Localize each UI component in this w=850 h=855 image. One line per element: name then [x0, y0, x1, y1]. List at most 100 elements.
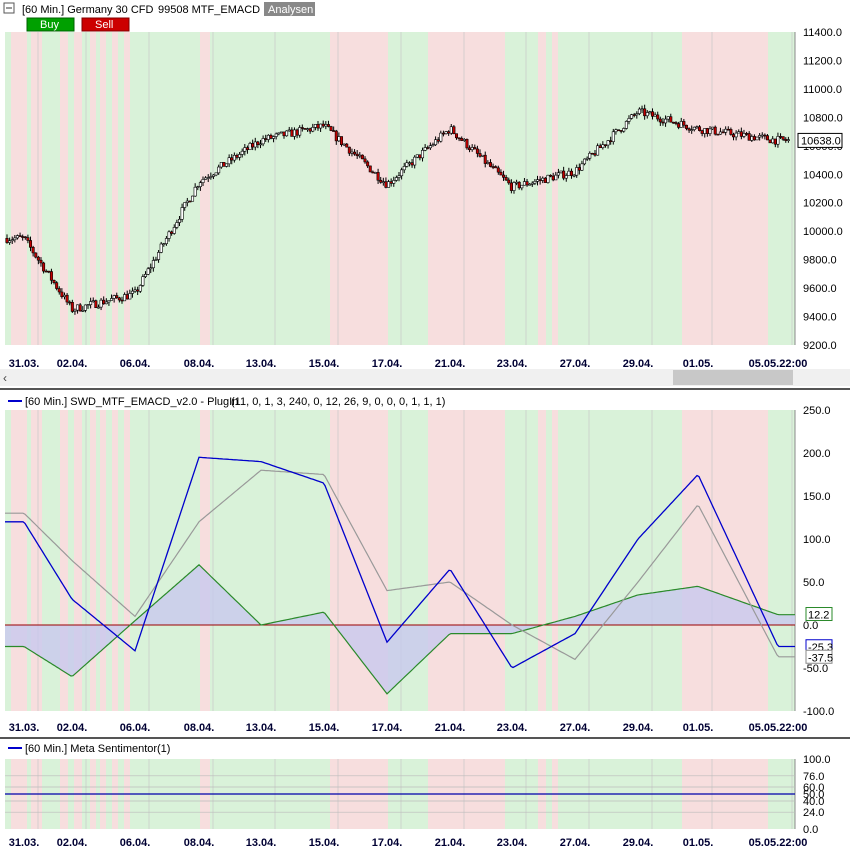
- candle-body: [282, 131, 286, 137]
- value-tick-label: 50.0: [803, 577, 824, 589]
- candle-body: [449, 126, 453, 134]
- candle-body: [609, 140, 613, 142]
- candle-body: [123, 294, 127, 302]
- candle-body: [172, 227, 176, 234]
- date-tick-label: 05.05.22:00: [749, 722, 808, 734]
- regime-band: [538, 32, 546, 345]
- candle-body: [428, 145, 432, 149]
- candle-body: [515, 181, 519, 184]
- regime-band: [200, 32, 210, 345]
- candle-body: [596, 145, 600, 156]
- candle-body: [204, 177, 208, 180]
- candle-body: [745, 133, 749, 135]
- candle-body: [73, 309, 77, 312]
- candle-body: [68, 301, 72, 304]
- candle-body: [319, 123, 323, 129]
- date-tick-label: 02.04.: [57, 358, 88, 370]
- candle-body: [256, 141, 260, 146]
- date-tick-label: 13.04.: [246, 722, 277, 734]
- candle-body: [36, 256, 40, 261]
- candle-body: [258, 143, 262, 146]
- regime-band: [68, 32, 74, 345]
- candle-body: [541, 177, 545, 181]
- candle-body: [687, 128, 691, 131]
- date-tick-label: 15.04.: [309, 358, 340, 370]
- last-price-box: [797, 132, 843, 148]
- candle-body: [389, 181, 393, 184]
- candle-body: [345, 143, 349, 148]
- candle-body: [99, 299, 103, 308]
- horizontal-scrollbar[interactable]: ‹: [0, 369, 850, 390]
- candle-body: [342, 143, 346, 146]
- candle-body: [478, 153, 482, 157]
- candle-body: [112, 295, 116, 299]
- regime-band: [31, 32, 42, 345]
- candle-body: [679, 121, 683, 128]
- candle-body: [188, 200, 192, 203]
- candle-body: [713, 126, 717, 135]
- date-tick-label: 01.05.: [683, 837, 714, 849]
- candle-body: [209, 176, 213, 178]
- candle-body: [120, 299, 124, 302]
- regime-band: [210, 410, 330, 711]
- candle-body: [363, 158, 367, 163]
- candle-body: [405, 162, 409, 167]
- sell-button[interactable]: [81, 17, 130, 32]
- candle-body: [381, 181, 385, 183]
- candle-body: [538, 179, 542, 181]
- date-tick-label: 05.05.22:00: [749, 358, 808, 370]
- panel2-title: [60 Min.] SWD_MTF_EMACD_v2.0 - PlugIn: [25, 396, 238, 408]
- candle-body: [107, 300, 111, 303]
- candle-body: [264, 138, 268, 140]
- candle-body: [76, 304, 80, 311]
- regime-band: [90, 410, 96, 711]
- candle-body: [211, 174, 215, 177]
- scroll-left-icon[interactable]: ‹: [3, 371, 7, 385]
- candle-body: [47, 270, 51, 273]
- date-tick-label: 23.04.: [497, 722, 528, 734]
- candle-body: [387, 181, 391, 188]
- candle-body: [217, 166, 221, 174]
- buy-button[interactable]: [26, 17, 75, 32]
- candle-body: [133, 289, 137, 292]
- candle-body: [23, 236, 27, 239]
- candle-body: [185, 200, 189, 203]
- candle-body: [49, 271, 53, 281]
- candle-body: [89, 301, 93, 305]
- candle-body: [81, 310, 85, 312]
- candle-body: [567, 170, 571, 176]
- candle-body: [551, 175, 555, 181]
- value-tick-label: 10000.0: [803, 226, 843, 238]
- candle-body: [737, 131, 741, 134]
- candle-body: [786, 139, 790, 141]
- value-tick-label: 11200.0: [803, 55, 842, 67]
- candle-body: [627, 118, 631, 122]
- candle-body: [227, 157, 231, 165]
- candle-body: [298, 127, 302, 136]
- regime-band: [5, 410, 11, 711]
- macd-indicator: [5, 456, 795, 695]
- regime-band: [682, 410, 768, 711]
- candle-body: [292, 129, 296, 137]
- value-tick-label: 100.0: [803, 754, 831, 766]
- candle-body: [643, 108, 647, 117]
- candle-body: [175, 222, 179, 228]
- scrollbar-thumb[interactable]: [673, 370, 793, 385]
- candle-body: [410, 162, 414, 166]
- candle-body: [630, 114, 634, 119]
- regime-band: [42, 32, 60, 345]
- candle-body: [340, 136, 344, 145]
- candle-body: [742, 133, 746, 137]
- candle-body: [290, 129, 294, 137]
- candle-body: [355, 153, 359, 156]
- candle-body: [711, 126, 715, 130]
- candle-body: [698, 126, 702, 131]
- candle-body: [196, 186, 200, 188]
- candle-body: [496, 167, 500, 173]
- value-tick-label: 50.0: [803, 789, 824, 801]
- candle-body: [94, 300, 98, 308]
- value-tick-label: 24.0: [803, 807, 824, 819]
- value-tick-label: 100.0: [803, 534, 831, 546]
- analysen-button[interactable]: [264, 2, 315, 16]
- candle-body: [141, 276, 145, 286]
